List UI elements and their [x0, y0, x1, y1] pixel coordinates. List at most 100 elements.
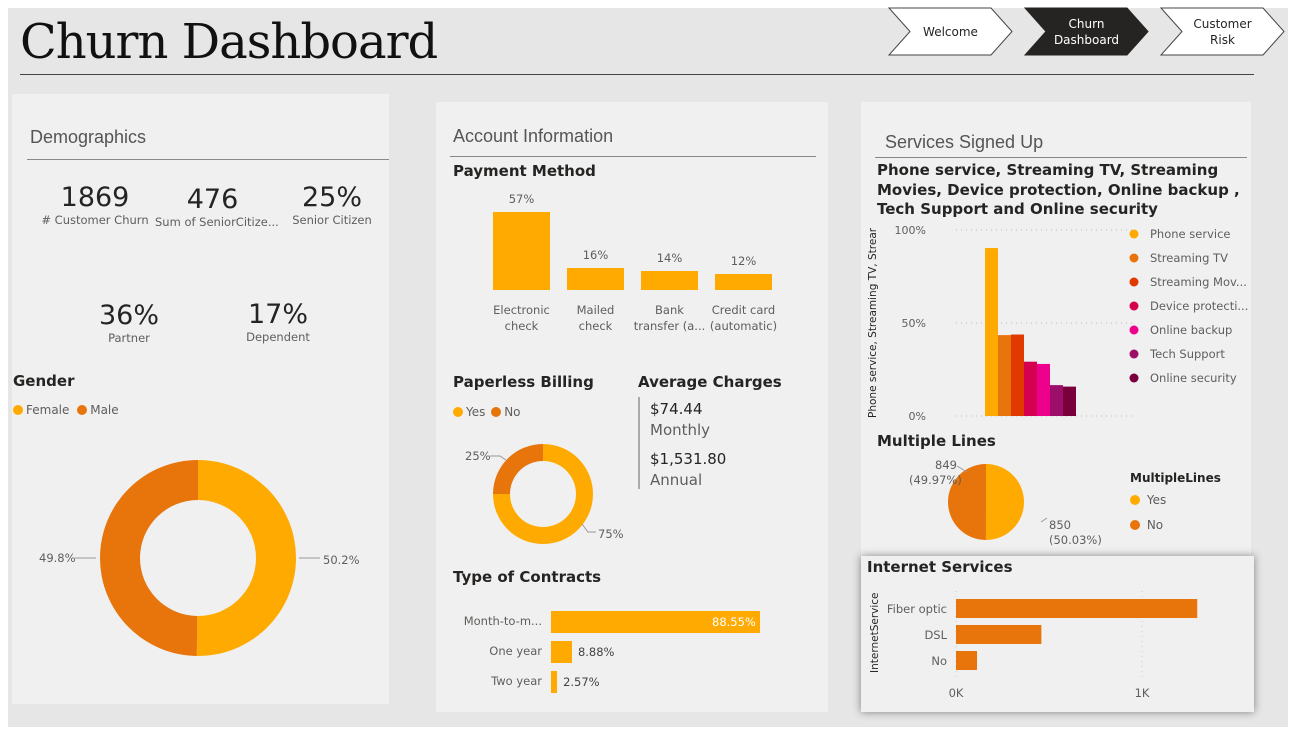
data-label: 2.57%	[563, 675, 600, 689]
payment-bar[interactable]	[715, 273, 772, 290]
nav-welcome-button[interactable]: Welcome	[888, 7, 1013, 56]
ml-yes-slice[interactable]	[985, 464, 1024, 540]
leader-line	[956, 465, 968, 473]
kpi-partner: 36% Partner	[74, 300, 184, 345]
title-divider	[20, 74, 1254, 75]
contract-bar[interactable]	[551, 641, 572, 663]
legend-dot-icon	[1129, 373, 1139, 383]
services-bar-chart: 100% 50% 0% Phone service Streaming TV Stream…	[895, 224, 1249, 422]
multiple-lines-title: Multiple Lines	[877, 432, 996, 450]
category-label: One year	[489, 644, 542, 658]
data-label: 12%	[730, 253, 757, 268]
y-tick-label: 0%	[909, 410, 926, 422]
ml-legend-title: MultipleLines	[1130, 471, 1221, 485]
service-bar[interactable]	[998, 335, 1011, 416]
demographics-title: Demographics	[30, 127, 147, 147]
kpi-label: Dependent	[246, 330, 310, 344]
legend-label: Male	[90, 403, 119, 417]
kpi-senior-sum: 476 Sum of SeniorCitize...	[155, 184, 279, 229]
leader-line	[581, 523, 596, 533]
legend-label: No	[504, 405, 521, 419]
payment-bar[interactable]	[493, 212, 550, 290]
legend-dot-icon	[453, 407, 463, 417]
legend-dot-icon	[1129, 301, 1139, 311]
legend-dot-icon	[491, 407, 502, 417]
legend-label: Device protecti...	[1150, 299, 1248, 313]
contract-bar[interactable]	[551, 671, 558, 693]
service-bar[interactable]	[1063, 386, 1076, 416]
x-tick-label: 0K	[949, 686, 964, 700]
legend-label: Streaming Mov...	[1150, 275, 1247, 289]
pct: (50.03%)	[1049, 533, 1102, 547]
legend-dot-icon	[1129, 325, 1139, 335]
service-bar[interactable]	[1011, 334, 1024, 416]
value: 849	[935, 458, 957, 472]
average-charges-card: $74.44 Monthly $1,531.80 Annual	[650, 399, 726, 491]
legend-label: Online security	[1150, 371, 1237, 385]
kpi-value: 36%	[98, 300, 159, 331]
services-y-axis-label: Phone service, Streaming TV, Streami...	[867, 228, 879, 418]
gender-donut-chart	[75, 460, 320, 656]
kpi-customer-churn: 1869 # Customer Churn	[40, 182, 150, 227]
service-bar[interactable]	[1024, 361, 1037, 416]
legend-dot-icon	[1129, 277, 1139, 287]
internet-bar-chart: 0K 1K Fiber optic DSL No	[887, 591, 1198, 700]
category-label: DSL	[924, 628, 947, 642]
nav-customer-risk-button[interactable]: Customer Risk	[1160, 7, 1285, 56]
divider	[27, 159, 389, 160]
divider	[450, 156, 816, 157]
annual-label: Annual	[650, 471, 703, 489]
service-bar[interactable]	[1050, 385, 1063, 416]
nav-label: Welcome	[923, 24, 978, 39]
account-panel: Account Information Payment Method 57% El…	[436, 102, 828, 712]
services-title: Services Signed Up	[885, 132, 1044, 152]
internet-bar[interactable]	[956, 599, 1198, 618]
data-label: 57%	[508, 192, 535, 206]
ml-no-slice[interactable]	[947, 464, 986, 540]
annual-value: $1,531.80	[650, 450, 727, 468]
gender-legend: Female Male	[13, 403, 119, 417]
nav-churn-dashboard-button[interactable]: Churn Dashboard	[1024, 7, 1149, 56]
divider	[875, 157, 1247, 158]
male-slice[interactable]	[100, 460, 198, 656]
payment-bar[interactable]	[567, 268, 624, 290]
internet-title: Internet Services	[867, 558, 1013, 576]
category-label: Month-to-m...	[463, 614, 542, 628]
service-bar[interactable]	[1037, 363, 1050, 416]
internet-bar[interactable]	[956, 625, 1042, 644]
female-slice[interactable]	[196, 460, 297, 656]
value: 850	[1049, 518, 1071, 532]
data-label: 88.55%	[712, 615, 756, 629]
multiple-lines-pie-chart	[947, 464, 1048, 540]
paperless-no-slice[interactable]	[493, 444, 543, 494]
internet-bar[interactable]	[956, 651, 978, 670]
nav-label: Churn	[1068, 16, 1105, 31]
kpi-dependent: 17% Dependent	[223, 299, 333, 344]
service-bar[interactable]	[985, 248, 998, 416]
paperless-legend: Yes No	[453, 405, 521, 419]
category-label: Electronic check	[493, 303, 550, 333]
contract-bar[interactable]	[551, 611, 760, 633]
kpi-value: 476	[186, 184, 239, 215]
paperless-yes-label: 75%	[598, 527, 624, 541]
kpi-value: 17%	[247, 299, 308, 330]
paperless-yes-slice[interactable]	[493, 444, 593, 544]
category-label: Fiber optic	[887, 602, 947, 616]
payment-bar[interactable]	[641, 270, 698, 290]
demographics-panel: Demographics 1869 # Customer Churn 476 Sum…	[12, 94, 389, 704]
category-label: Credit card (automatic)	[709, 303, 778, 333]
category-label: Mailed check	[576, 303, 615, 333]
category-label: No	[931, 654, 947, 668]
services-chart-title: Phone service, Streaming TV, Streaming M…	[877, 161, 1240, 218]
contracts-bar-chart: Month-to-m... 88.55% One year 8.88% Two year…	[436, 602, 828, 702]
paperless-title: Paperless Billing	[453, 373, 594, 391]
legend-dot-icon	[1129, 349, 1139, 359]
legend-label: Yes	[466, 405, 486, 419]
legend-label: Female	[26, 403, 70, 417]
legend-dot-icon	[1129, 229, 1139, 239]
leader-line	[1040, 517, 1048, 523]
y-tick-label: 50%	[902, 317, 926, 330]
data-label: 16%	[582, 248, 609, 263]
leader-line	[490, 455, 507, 461]
male-pct-label: 49.8%	[39, 551, 76, 565]
